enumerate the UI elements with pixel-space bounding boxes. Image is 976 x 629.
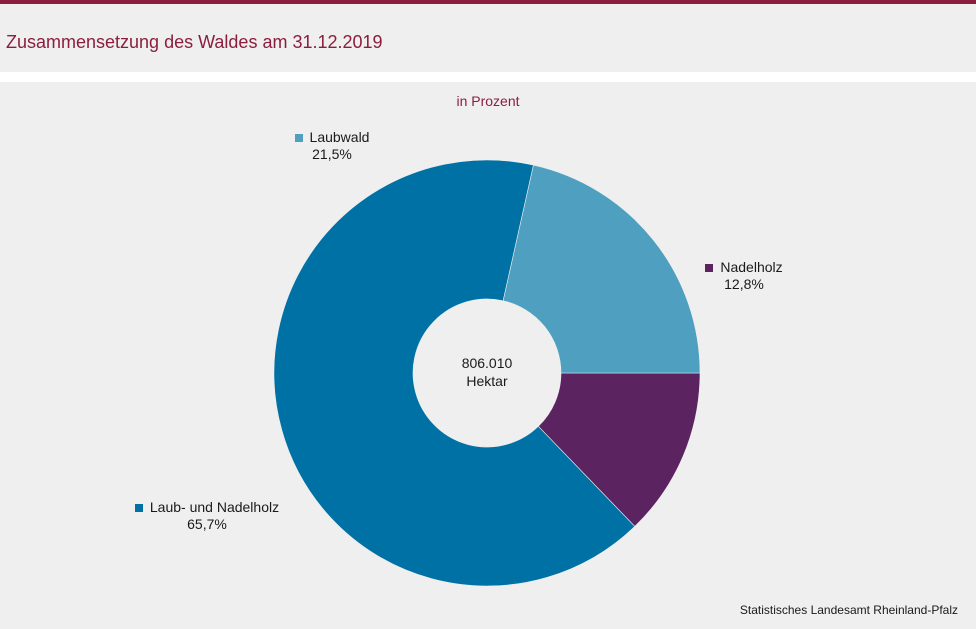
donut-chart [273, 159, 701, 587]
slice-name-nadelholz: Nadelholz [720, 259, 783, 275]
legend-swatch-laubwald [294, 133, 303, 142]
slice-value-nadelholz: 12,8% [724, 276, 764, 292]
slice-name-laub-und-nadelholz: Laub- und Nadelholz [149, 499, 280, 515]
header: Zusammensetzung des Waldes am 31.12.2019 [0, 4, 976, 72]
slice-name-laubwald: Laubwald [309, 129, 370, 145]
legend-swatch-laub-und-nadelholz [134, 503, 143, 512]
slice-value-laubwald: 21,5% [312, 146, 352, 162]
chart-panel: in Prozent 806.010 Hektar Laubwald 21,5%… [0, 82, 976, 629]
slice-value-laub-und-nadelholz: 65,7% [187, 516, 227, 532]
slice-label-nadelholz: Nadelholz 12,8% [684, 259, 804, 293]
center-value: 806.010 [461, 355, 513, 371]
top-rule [0, 0, 976, 4]
center-unit: Hektar [466, 373, 508, 389]
slice-laubwald [502, 164, 701, 374]
chart-subtitle: in Prozent [456, 93, 520, 109]
legend-swatch-nadelholz [705, 263, 714, 272]
slice-laub-und-nadelholz [273, 159, 636, 587]
slice-label-laubwald: Laubwald 21,5% [262, 129, 402, 163]
center-label: 806.010 Hektar [437, 354, 537, 390]
page-title: Zusammensetzung des Waldes am 31.12.2019 [6, 32, 383, 52]
slice-label-laub-und-nadelholz: Laub- und Nadelholz 65,7% [112, 499, 302, 533]
slice-nadelholz [537, 372, 701, 527]
source-note: Statistisches Landesamt Rheinland-Pfalz [739, 603, 958, 617]
